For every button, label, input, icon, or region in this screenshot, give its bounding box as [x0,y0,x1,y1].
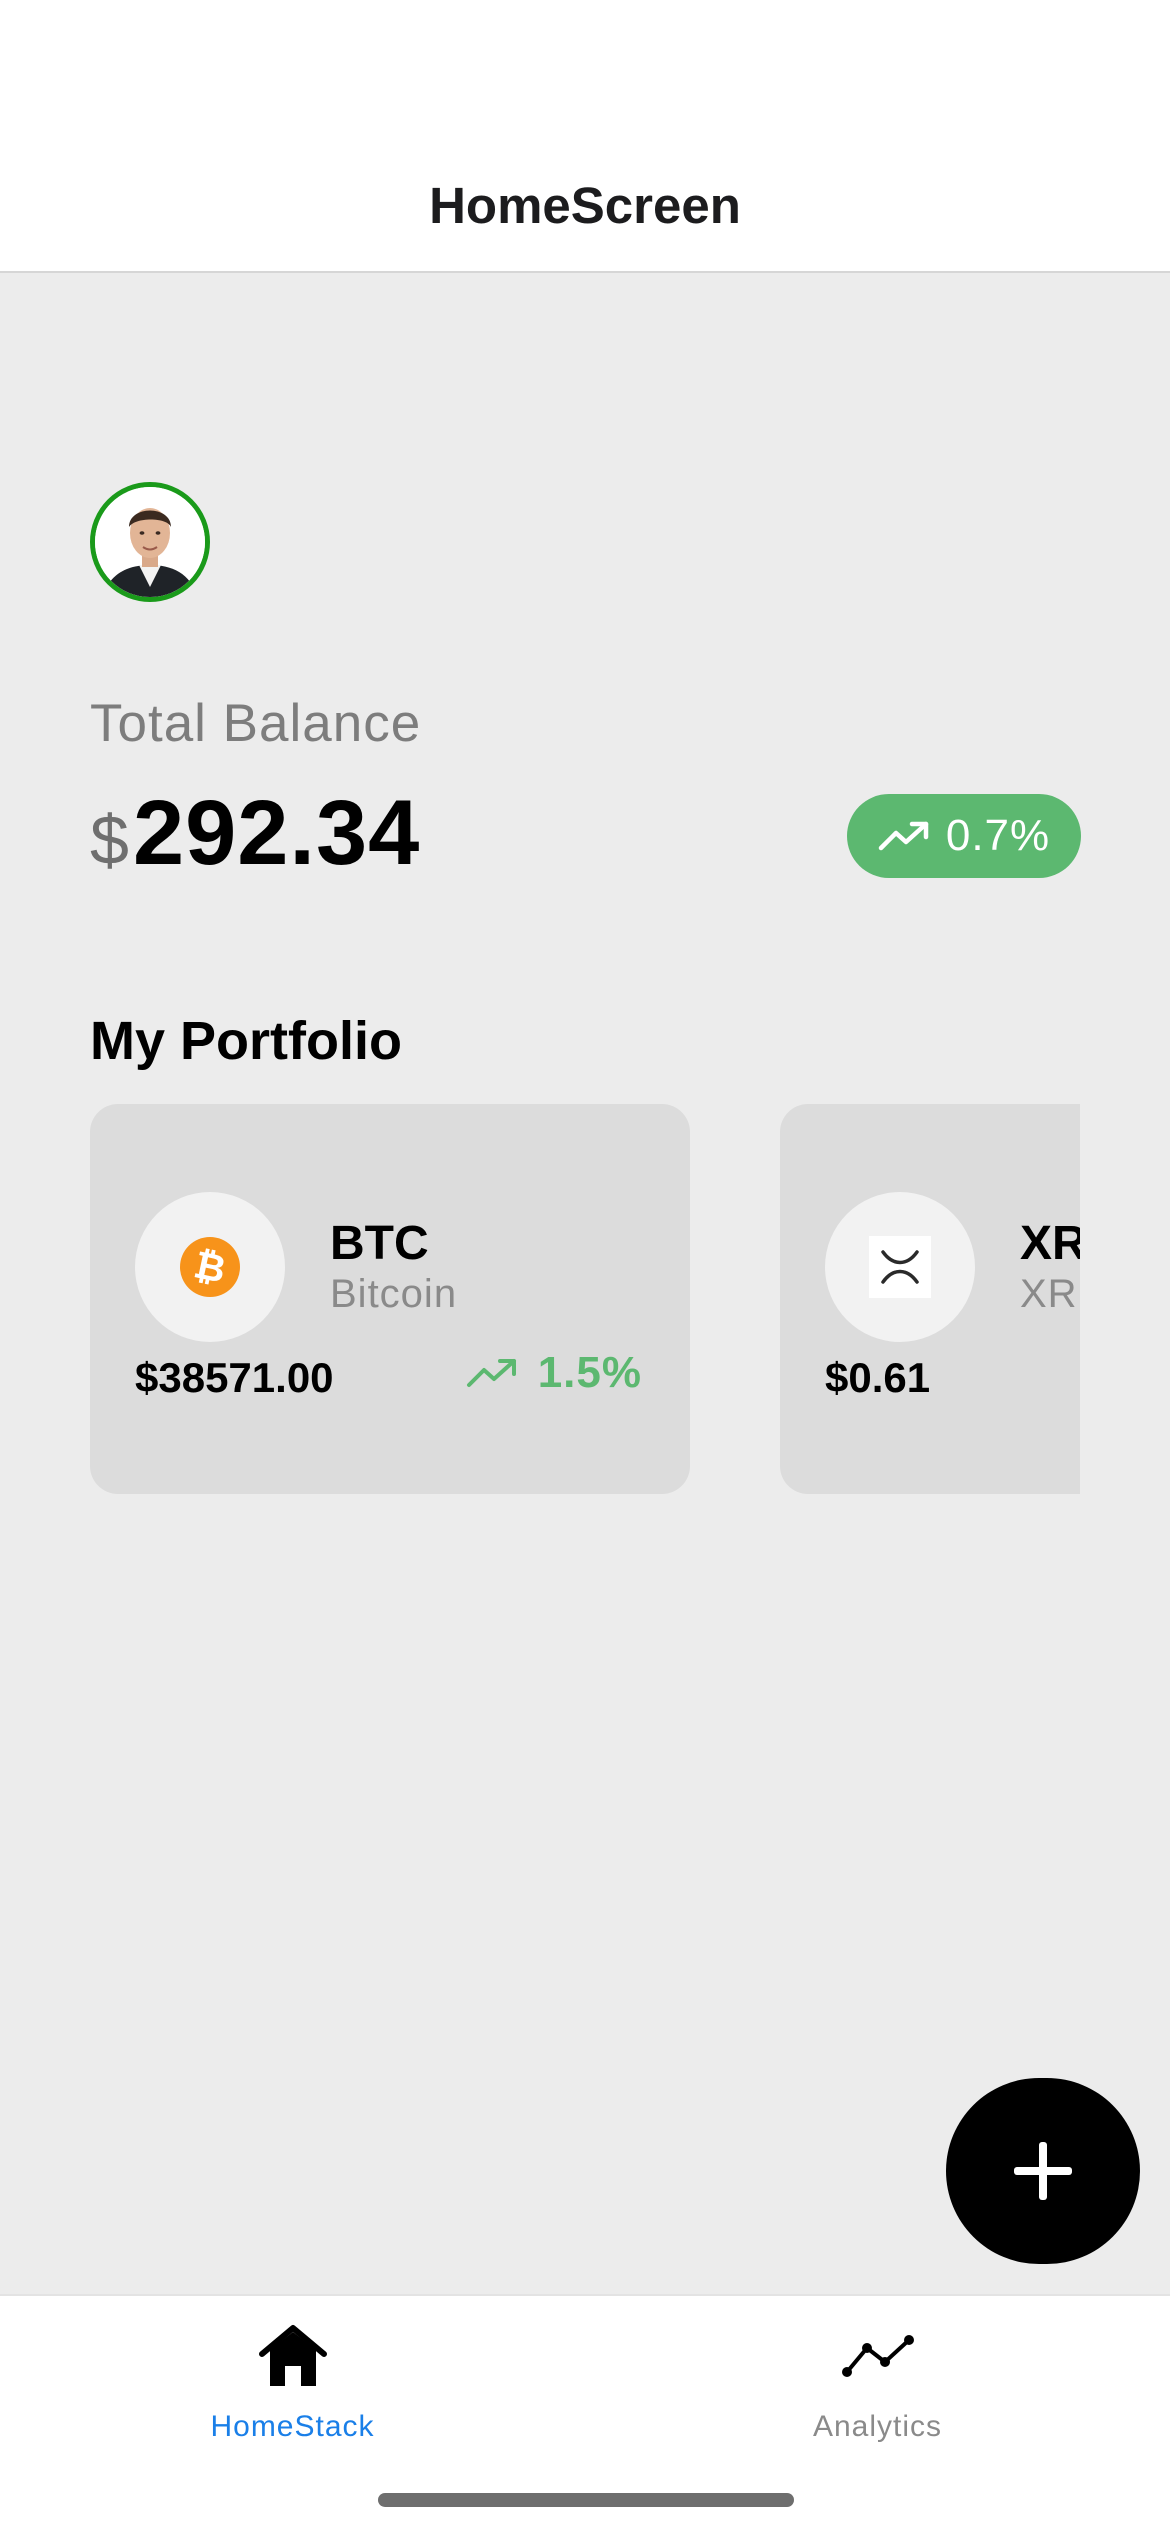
coin-symbol: BTC [330,1217,429,1270]
coin-name: XRP [1020,1272,1080,1316]
coin-change-value: 1.5% [537,1348,642,1397]
coin-name: Bitcoin [330,1272,458,1316]
balance-change-value: 0.7% [945,811,1051,860]
home-indicator [378,2493,794,2507]
navigation-header: HomeScreen [0,0,1170,273]
coin-price: $0.61 [825,1354,931,1401]
coin-card-btc[interactable]: ₿ BTC Bitcoin $38571.00 1.5% [90,1104,690,1494]
trending-up-icon [878,821,929,851]
user-avatar-photo [95,487,205,597]
tab-analytics[interactable]: Analytics [585,2296,1170,2466]
bottom-tab-bar: HomeStack Analytics [0,2294,1170,2532]
total-balance: $ 292.34 [90,787,420,879]
balance-amount: 292.34 [132,782,421,884]
currency-symbol: $ [90,801,129,879]
add-coin-button[interactable] [946,2078,1140,2264]
balance-change-badge: 0.7% [847,794,1081,878]
coin-symbol: XRP [1020,1217,1080,1270]
plus-icon [1014,2142,1072,2200]
coin-card-xrp[interactable]: XRP XRP $0.61 [780,1104,1080,1494]
xrp-icon [869,1236,931,1298]
home-icon [258,2325,327,2386]
coin-logo [825,1192,975,1342]
tab-homestack[interactable]: HomeStack [0,2296,585,2466]
total-balance-label: Total Balance [90,694,422,753]
coin-price: $38571.00 [135,1354,334,1401]
portfolio-title: My Portfolio [90,1011,402,1071]
tab-label-analytics: Analytics [812,2410,943,2443]
trending-up-icon [466,1359,516,1387]
analytics-icon [841,2335,914,2377]
bitcoin-icon: ₿ [180,1237,240,1297]
screen-title: HomeScreen [429,177,741,234]
coin-change: 1.5% [466,1348,642,1398]
tab-label-homestack: HomeStack [210,2410,375,2443]
portfolio-carousel[interactable]: ₿ BTC Bitcoin $38571.00 1.5% XRP XRP $0.… [90,1104,1080,1494]
profile-avatar[interactable] [90,482,210,602]
coin-logo: ₿ [135,1192,285,1342]
